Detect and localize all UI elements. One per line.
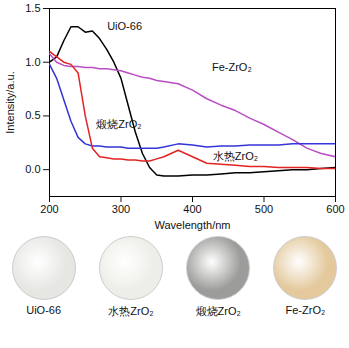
svg-text:0.0: 0.0 bbox=[25, 163, 40, 175]
html-text:Fe-ZrO₂: Fe-ZrO₂ bbox=[285, 304, 326, 316]
svg-text:300: 300 bbox=[112, 203, 130, 215]
svg-text:Intensity/a.u.: Intensity/a.u. bbox=[4, 71, 16, 133]
html-text:UiO-66: UiO-66 bbox=[26, 304, 61, 316]
svg-text:煅烧ZrO₂: 煅烧ZrO₂ bbox=[96, 118, 141, 130]
html-text:煅烧ZrO₂: 煅烧ZrO₂ bbox=[195, 305, 241, 317]
html-text:水热ZrO₂: 水热ZrO₂ bbox=[108, 305, 154, 317]
svg-text:Fe-ZrO₂: Fe-ZrO₂ bbox=[212, 61, 252, 73]
svg-text:200: 200 bbox=[40, 203, 58, 215]
svg-text:水热ZrO₂: 水热ZrO₂ bbox=[213, 150, 258, 162]
svg-text:0.5: 0.5 bbox=[25, 109, 40, 121]
svg-text:500: 500 bbox=[255, 203, 273, 215]
svg-text:Wavelength/nm: Wavelength/nm bbox=[154, 219, 230, 231]
svg-text:400: 400 bbox=[183, 203, 201, 215]
svg-text:1.5: 1.5 bbox=[25, 2, 40, 14]
svg-text:1.0: 1.0 bbox=[25, 56, 40, 68]
svg-text:600: 600 bbox=[326, 203, 344, 215]
svg-text:UiO-66: UiO-66 bbox=[107, 20, 142, 32]
